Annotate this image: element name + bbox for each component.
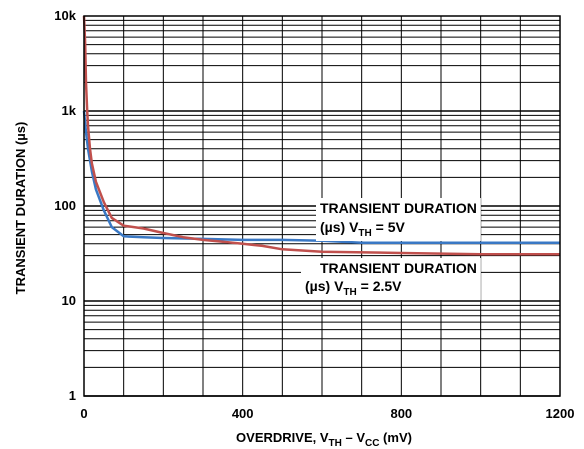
series-line-0: [82, 110, 560, 245]
series-line-1: [82, 15, 560, 256]
y-tick-label-0: 1: [69, 388, 76, 403]
x-axis-label: OVERDRIVE, VTH – VCC (mV): [236, 430, 412, 449]
annotation-2v5-line1: TRANSIENT DURATION: [320, 260, 477, 276]
x-tick-label-3: 1200: [546, 406, 575, 421]
plot-frame: [83, 15, 561, 397]
annotation-2v5: TRANSIENT DURATION (µs) VTH = 2.5V: [301, 258, 481, 300]
y-tick-label-2: 100: [54, 198, 76, 213]
y-axis-label: TRANSIENT DURATION (µs): [13, 122, 28, 295]
y-tick-label-4: 10k: [54, 8, 76, 23]
x-tick-label-1: 400: [232, 406, 254, 421]
annotation-5v: TRANSIENT DURATION (µs) VTH = 5V: [316, 198, 481, 241]
y-tick-label-1: 10: [62, 293, 76, 308]
annotation-2v5-line2: (µs) VTH = 2.5V: [305, 278, 402, 298]
y-tick-label-3: 1k: [62, 103, 77, 118]
x-tick-label-2: 800: [390, 406, 412, 421]
x-tick-label-0: 0: [80, 406, 87, 421]
y-tick-labels: 1 10 100 1k 10k: [54, 8, 76, 403]
annotation-5v-line1: TRANSIENT DURATION: [320, 200, 477, 216]
series-lines: [82, 15, 560, 256]
x-tick-labels: 0 400 800 1200: [80, 406, 574, 421]
annotation-5v-line2: (µs) VTH = 5V: [320, 219, 405, 239]
